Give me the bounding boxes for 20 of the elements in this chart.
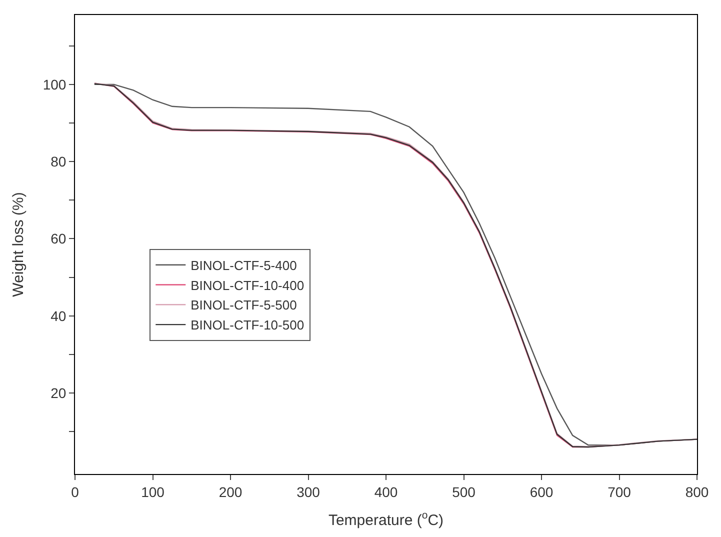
y-axis-title: Weight loss (%) [10, 192, 28, 297]
x-tick-label: 600 [530, 484, 554, 500]
legend-label: BINOL-CTF-5-400 [190, 258, 297, 273]
y-tick-label: 100 [42, 76, 66, 92]
x-tick-label: 200 [218, 484, 242, 500]
x-tick-label: 700 [608, 484, 632, 500]
legend-label: BINOL-CTF-5-500 [190, 298, 297, 313]
legend-label: BINOL-CTF-10-400 [190, 278, 304, 293]
x-tick-label: 500 [452, 484, 476, 500]
y-tick-label: 20 [50, 384, 66, 401]
x-tick-label: 300 [296, 484, 320, 500]
x-tick-label: 800 [685, 484, 709, 500]
x-axis-title: Temperature ($^{o}$C) [328, 510, 444, 529]
x-tick-label: 400 [374, 484, 398, 500]
y-tick-label: 80 [50, 153, 66, 170]
legend-label: BINOL-CTF-10-500 [190, 318, 304, 333]
x-tick-label: 0 [71, 484, 80, 500]
y-tick-label: 60 [50, 230, 66, 247]
x-tick-label: 100 [141, 484, 165, 500]
y-tick-label: 40 [50, 308, 66, 324]
